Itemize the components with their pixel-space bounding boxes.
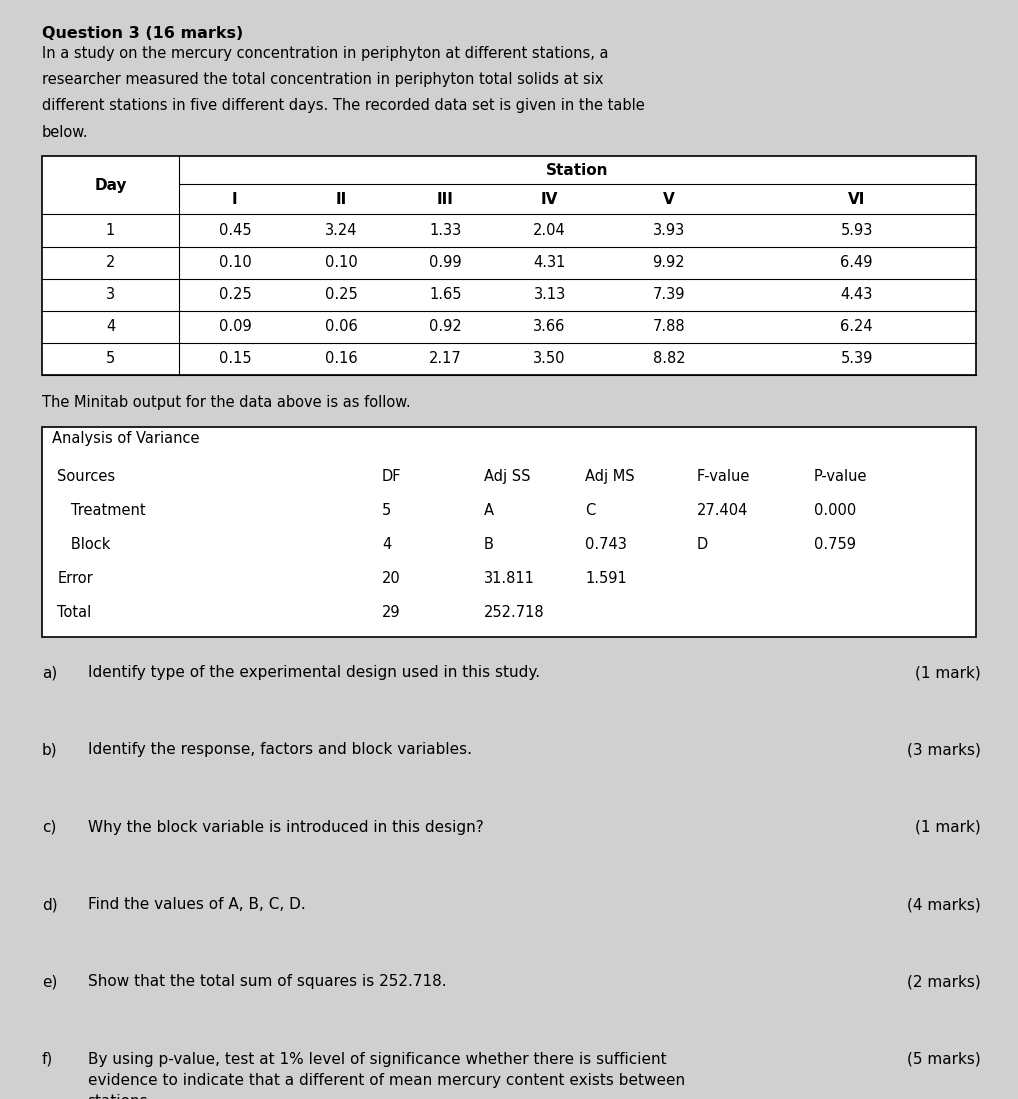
Text: By using p-value, test at 1% level of significance whether there is sufficient
e: By using p-value, test at 1% level of si… — [88, 1052, 685, 1099]
Text: II: II — [336, 192, 347, 207]
Text: 5: 5 — [382, 503, 391, 518]
Text: d): d) — [42, 897, 58, 912]
Text: 0.92: 0.92 — [430, 319, 462, 334]
Text: below.: below. — [42, 125, 89, 140]
Text: B: B — [484, 537, 494, 552]
Text: Total: Total — [57, 604, 92, 620]
Text: D: D — [696, 537, 709, 552]
Text: Day: Day — [95, 178, 127, 192]
Text: 1: 1 — [106, 223, 115, 238]
Text: researcher measured the total concentration in periphyton total solids at six: researcher measured the total concentrat… — [42, 73, 604, 87]
Text: 4.31: 4.31 — [533, 255, 566, 270]
Text: 3.13: 3.13 — [533, 287, 566, 302]
Text: 0.759: 0.759 — [813, 537, 855, 552]
Text: (1 mark): (1 mark) — [915, 665, 981, 680]
Text: Adj SS: Adj SS — [484, 469, 530, 484]
Text: e): e) — [42, 975, 57, 989]
Text: VI: VI — [848, 192, 865, 207]
Text: (2 marks): (2 marks) — [907, 975, 981, 989]
Text: 3.50: 3.50 — [533, 352, 566, 366]
Text: 3: 3 — [106, 287, 115, 302]
Text: 1.65: 1.65 — [430, 287, 462, 302]
Text: 0.000: 0.000 — [813, 503, 856, 518]
Text: 7.88: 7.88 — [653, 319, 685, 334]
Text: 3.24: 3.24 — [325, 223, 357, 238]
Text: 4: 4 — [106, 319, 115, 334]
Text: 1.591: 1.591 — [585, 570, 627, 586]
Text: 7.39: 7.39 — [653, 287, 685, 302]
Text: IV: IV — [541, 192, 558, 207]
Text: Treatment: Treatment — [57, 503, 146, 518]
Text: V: V — [663, 192, 675, 207]
Text: Show that the total sum of squares is 252.718.: Show that the total sum of squares is 25… — [88, 975, 446, 989]
Text: 5.93: 5.93 — [841, 223, 872, 238]
Text: Error: Error — [57, 570, 93, 586]
Text: different stations in five different days. The recorded data set is given in the: different stations in five different day… — [42, 99, 644, 113]
Text: C: C — [585, 503, 596, 518]
Text: c): c) — [42, 820, 56, 835]
Text: 0.45: 0.45 — [219, 223, 251, 238]
Text: 4: 4 — [382, 537, 391, 552]
Text: 252.718: 252.718 — [484, 604, 545, 620]
Text: (4 marks): (4 marks) — [907, 897, 981, 912]
Bar — [42, 426, 976, 636]
Text: 2.17: 2.17 — [430, 352, 462, 366]
Text: 5: 5 — [106, 352, 115, 366]
Text: Question 3 (16 marks): Question 3 (16 marks) — [42, 26, 243, 41]
Text: P-value: P-value — [813, 469, 867, 484]
Text: 3.93: 3.93 — [653, 223, 685, 238]
Text: 0.06: 0.06 — [325, 319, 358, 334]
Text: Block: Block — [57, 537, 111, 552]
Text: 8.82: 8.82 — [653, 352, 685, 366]
Text: 0.10: 0.10 — [325, 255, 358, 270]
Text: (1 mark): (1 mark) — [915, 820, 981, 835]
Text: 27.404: 27.404 — [696, 503, 748, 518]
Text: 3.66: 3.66 — [533, 319, 566, 334]
Text: 0.09: 0.09 — [219, 319, 251, 334]
Text: 4.43: 4.43 — [841, 287, 872, 302]
Text: Sources: Sources — [57, 469, 115, 484]
Text: 0.15: 0.15 — [219, 352, 251, 366]
Text: 0.99: 0.99 — [430, 255, 462, 270]
Text: 0.16: 0.16 — [325, 352, 357, 366]
Text: 5.39: 5.39 — [841, 352, 872, 366]
Text: (5 marks): (5 marks) — [907, 1052, 981, 1067]
Text: I: I — [232, 192, 237, 207]
Text: Analysis of Variance: Analysis of Variance — [52, 431, 200, 446]
Text: 0.10: 0.10 — [219, 255, 251, 270]
Text: 6.49: 6.49 — [841, 255, 873, 270]
Text: b): b) — [42, 743, 58, 757]
Text: 20: 20 — [382, 570, 401, 586]
Text: (3 marks): (3 marks) — [907, 743, 981, 757]
Text: III: III — [437, 192, 454, 207]
Text: Identify the response, factors and block variables.: Identify the response, factors and block… — [88, 743, 471, 757]
Text: 0.25: 0.25 — [219, 287, 251, 302]
Text: The Minitab output for the data above is as follow.: The Minitab output for the data above is… — [42, 396, 410, 410]
Text: A: A — [484, 503, 494, 518]
Text: F-value: F-value — [696, 469, 750, 484]
Text: Find the values of A, B, C, D.: Find the values of A, B, C, D. — [88, 897, 305, 912]
Text: Identify type of the experimental design used in this study.: Identify type of the experimental design… — [88, 665, 540, 680]
Text: Why the block variable is introduced in this design?: Why the block variable is introduced in … — [88, 820, 484, 835]
Text: 1.33: 1.33 — [430, 223, 462, 238]
Text: 9.92: 9.92 — [653, 255, 685, 270]
Text: In a study on the mercury concentration in periphyton at different stations, a: In a study on the mercury concentration … — [42, 46, 609, 60]
Text: 0.25: 0.25 — [325, 287, 358, 302]
Text: 0.743: 0.743 — [585, 537, 627, 552]
Text: 29: 29 — [382, 604, 401, 620]
Text: DF: DF — [382, 469, 401, 484]
Text: 6.24: 6.24 — [841, 319, 873, 334]
Text: 2.04: 2.04 — [533, 223, 566, 238]
Text: Station: Station — [547, 163, 609, 178]
Bar — [42, 156, 976, 375]
Text: a): a) — [42, 665, 57, 680]
Text: 2: 2 — [106, 255, 115, 270]
Text: Adj MS: Adj MS — [585, 469, 635, 484]
Text: 31.811: 31.811 — [484, 570, 534, 586]
Text: f): f) — [42, 1052, 53, 1067]
